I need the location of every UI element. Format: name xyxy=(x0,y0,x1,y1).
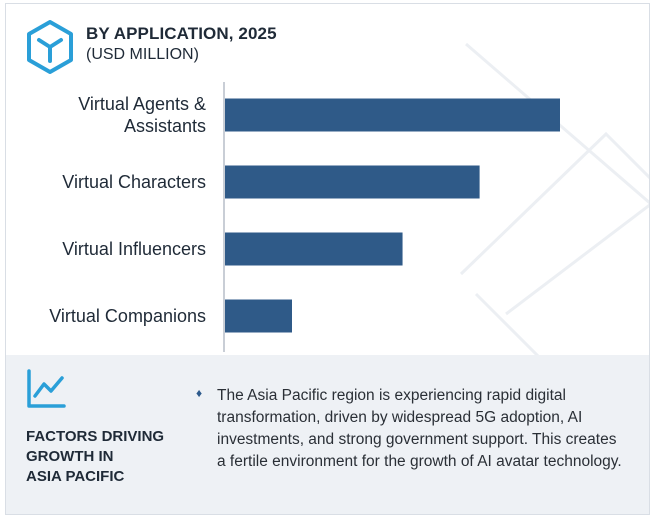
bar xyxy=(225,98,560,132)
factors-title: FACTORS DRIVING GROWTH IN ASIA PACIFIC xyxy=(26,427,186,487)
bar xyxy=(225,232,403,266)
category-label-line: Virtual Agents & xyxy=(78,94,206,114)
category-label-line: Assistants xyxy=(124,116,206,136)
bar xyxy=(225,299,292,333)
factors-panel: FACTORS DRIVING GROWTH IN ASIA PACIFIC ♦… xyxy=(6,355,649,514)
category-label: Virtual Companions xyxy=(49,306,206,326)
chart-subtitle: (USD MILLION) xyxy=(86,46,199,63)
category-label: Virtual Characters xyxy=(62,172,206,192)
category-label-line: Virtual Companions xyxy=(49,306,206,326)
category-label-line: Virtual Influencers xyxy=(62,239,206,259)
category-label: Virtual Agents & Assistants xyxy=(78,94,206,136)
factors-title-line: FACTORS DRIVING xyxy=(26,428,165,445)
infographic-card: BY APPLICATION, 2025 (USD MILLION) Virtu… xyxy=(5,3,650,515)
factor-bullet-text: The Asia Pacific region is experiencing … xyxy=(217,387,622,470)
category-label: Virtual Influencers xyxy=(62,239,206,259)
factors-title-line: GROWTH IN xyxy=(26,448,114,465)
cube-outline-icon xyxy=(27,20,73,74)
bar xyxy=(225,165,480,199)
trend-line-chart-icon xyxy=(27,369,66,408)
bar-chart: Virtual Agents & Assistants Virtual Charac… xyxy=(49,82,560,352)
diamond-bullet-icon: ♦ xyxy=(196,386,203,400)
chart-title: BY APPLICATION, 2025 xyxy=(86,24,277,43)
factors-title-line: ASIA PACIFIC xyxy=(26,468,125,485)
category-label-line: Virtual Characters xyxy=(62,172,206,192)
